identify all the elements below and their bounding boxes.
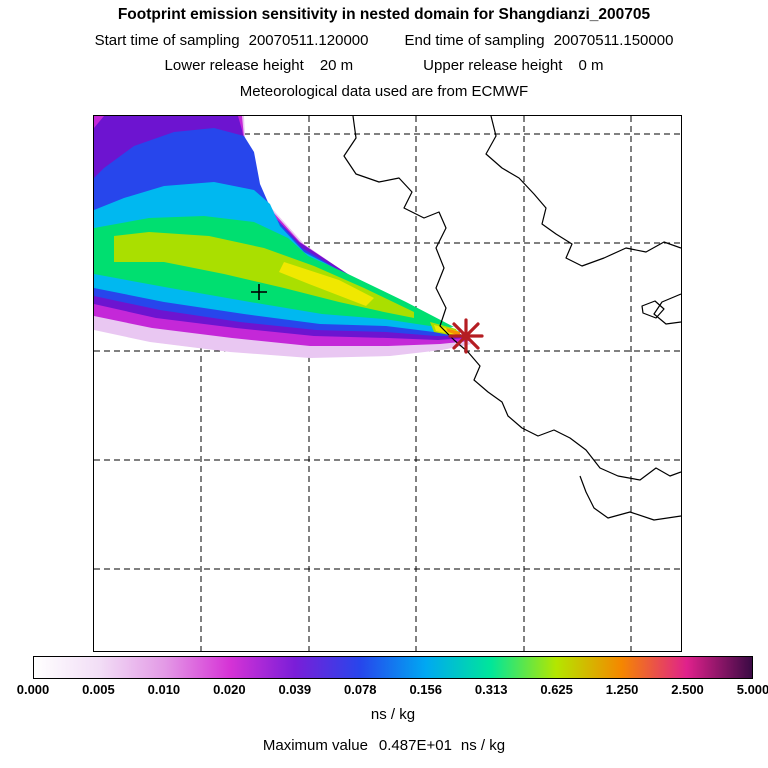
colorbar-tick-label: 0.010 <box>147 682 181 697</box>
colorbar-gradient <box>33 656 753 679</box>
end-time-label: End time of sampling <box>404 32 545 49</box>
colorbar-tick-label: 0.313 <box>474 682 508 697</box>
max-value-line: Maximum value 0.487E+01 ns / kg <box>0 737 768 754</box>
colorbar-unit-label: ns / kg <box>370 706 416 723</box>
contour-level-7 <box>279 262 460 336</box>
upper-release-label: Upper release height <box>423 57 563 74</box>
coastline-peninsula-north <box>485 116 681 267</box>
max-value-unit: ns / kg <box>460 737 506 754</box>
lower-release-value: 20 m <box>319 57 354 74</box>
plume-contours <box>94 116 472 358</box>
end-time: End time of sampling 20070511.150000 <box>404 32 673 49</box>
coastline-inlet <box>653 293 681 325</box>
end-time-value: 20070511.150000 <box>553 32 674 49</box>
start-time-label: Start time of sampling <box>94 32 240 49</box>
colorbar-tick-label: 0.000 <box>16 682 50 697</box>
upper-release-value: 0 m <box>578 57 604 74</box>
colorbar-tick-label: 0.078 <box>343 682 377 697</box>
start-time: Start time of sampling 20070511.120000 <box>95 32 369 49</box>
contour-level-8 <box>446 328 460 336</box>
coastline-mainland <box>343 116 681 481</box>
max-value-label: Maximum value <box>262 737 368 754</box>
colorbar: 0.000 0.005 0.010 0.020 0.039 0.078 0.156 0.313… <box>17 656 768 723</box>
max-value: 0.487E+01 <box>378 737 452 754</box>
coastlines <box>343 116 681 521</box>
coastline-island <box>641 300 665 319</box>
lower-release-label: Lower release height <box>164 57 304 74</box>
plot-title: Footprint emission sensitivity in nested… <box>117 6 651 23</box>
sampling-times-line: Start time of sampling 20070511.120000 En… <box>0 32 768 49</box>
colorbar-tick-label: 2.500 <box>671 682 704 697</box>
coastline-peninsula-south <box>579 475 681 521</box>
contour-level-6 <box>114 232 460 337</box>
map-panel <box>93 115 682 652</box>
met-data-line: Meteorological data used are from ECMWF <box>0 83 768 100</box>
source-marker <box>448 318 484 354</box>
upper-release-height: Upper release height 0 m <box>423 57 603 74</box>
colorbar-tick-label: 0.020 <box>213 682 246 697</box>
colorbar-tick-label: 0.625 <box>540 682 573 697</box>
met-data-text: Meteorological data used are from ECMWF <box>239 83 529 100</box>
colorbar-tick-label: 5.000 <box>736 682 768 697</box>
reference-marker <box>251 284 267 300</box>
colorbar-tick-label: 0.039 <box>278 682 312 697</box>
start-time-value: 20070511.120000 <box>248 32 369 49</box>
release-heights-line: Lower release height 20 m Upper release h… <box>0 57 768 74</box>
colorbar-tick-label: 1.250 <box>605 682 639 697</box>
lower-release-height: Lower release height 20 m <box>165 57 354 74</box>
colorbar-ticks: 0.000 0.005 0.010 0.020 0.039 0.078 0.156 0.313… <box>17 682 768 699</box>
map-svg <box>94 116 681 651</box>
colorbar-tick-label: 0.005 <box>82 682 115 697</box>
colorbar-tick-label: 0.156 <box>409 682 442 697</box>
